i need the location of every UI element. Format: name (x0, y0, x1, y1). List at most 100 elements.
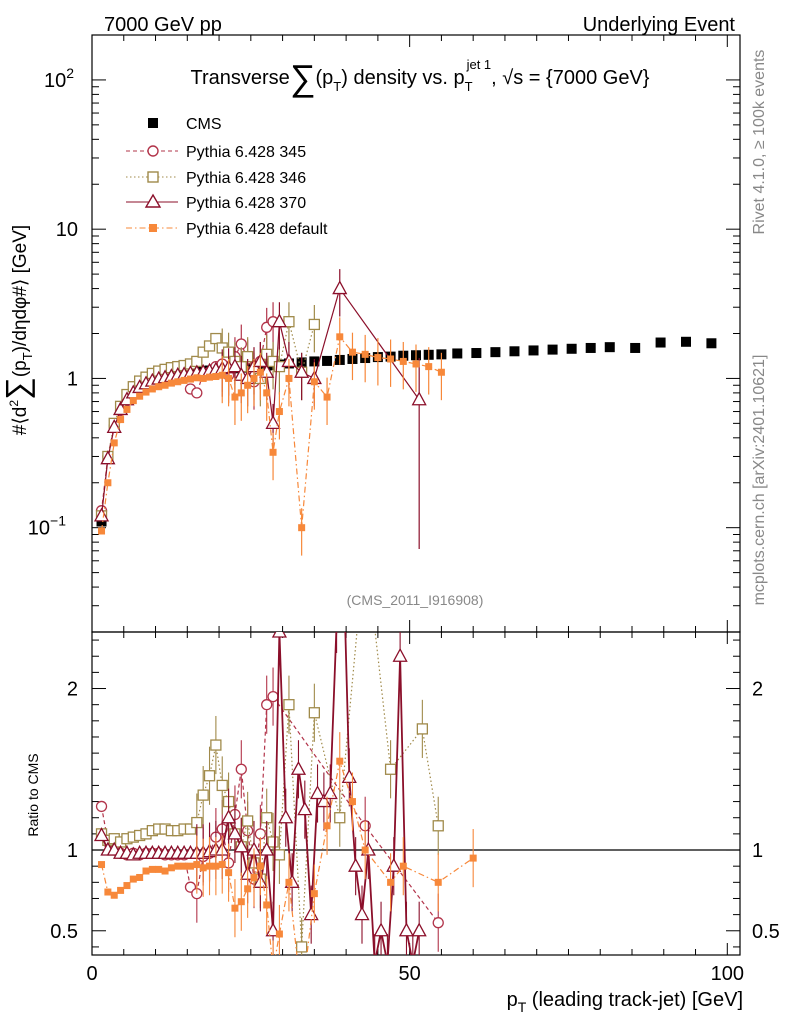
ratio-point-p370 (330, 617, 343, 629)
data-point-pdef (256, 368, 264, 376)
ratio-point-pdef (270, 966, 277, 973)
x-axis-label: pT (leading track-jet) [GeV] (507, 989, 743, 1015)
data-point-pdef (244, 381, 252, 389)
data-point-pdef (285, 374, 293, 382)
data-point-cms (706, 338, 717, 349)
data-point-pdef (174, 378, 182, 386)
ratio-point-p345 (95, 800, 108, 813)
rivet-version-label: Rivet 4.1.0, ≥ 100k events (751, 50, 768, 235)
data-point-pdef (117, 416, 125, 424)
legend-entry-p370: Pythia 6.428 370 (126, 193, 306, 212)
data-point-pdef (412, 360, 420, 368)
ratio-point-pdef (117, 886, 125, 894)
data-point-pdef (263, 389, 271, 397)
ratio-point-pdef (225, 869, 233, 877)
data-point-cms (490, 347, 501, 358)
legend-label-p346: Pythia 6.428 346 (186, 170, 306, 187)
ratio-point-p345 (235, 763, 247, 775)
ratio-point-p370 (392, 647, 408, 662)
legend-entry-p345: Pythia 6.428 345 (126, 144, 306, 161)
data-point-pdef (275, 408, 283, 416)
data-point-p370 (411, 391, 427, 406)
data-point-pdef (98, 527, 106, 535)
ratio-point-pdef (174, 862, 182, 870)
data-point-p370 (93, 507, 110, 522)
data-point-pdef (361, 350, 369, 358)
legend-entry-pdef: Pythia 6.428 default (126, 221, 328, 238)
series-pdef (98, 317, 445, 556)
ratio-y-tick-label-right: 2 (752, 679, 763, 701)
data-point-cms (509, 346, 520, 357)
legend-label-p370: Pythia 6.428 370 (186, 195, 306, 212)
data-point-pdef (104, 479, 112, 487)
main-y-tick-label: 102 (44, 65, 74, 92)
ratio-point-pdef (129, 875, 137, 883)
ratio-point-p370 (373, 922, 389, 937)
data-point-cms (547, 344, 558, 355)
ratio-y-tick-label: 2 (67, 679, 78, 701)
ratio-point-p370 (271, 632, 288, 638)
ratio-plot-frame (91, 631, 741, 956)
data-point-pdef (269, 448, 277, 456)
data-point-p346 (203, 340, 216, 352)
ratio-point-pdef (148, 865, 156, 873)
data-point-pdef (193, 374, 201, 382)
data-point-pdef (180, 376, 188, 384)
ratio-point-pdef (193, 861, 201, 869)
legend-marker-p370 (144, 193, 162, 208)
ratio-point-p370 (354, 906, 370, 921)
data-point-pdef (310, 378, 318, 386)
data-point-pdef (437, 368, 445, 376)
ratio-point-pdef (263, 901, 271, 909)
ratio-point-pdef (161, 867, 169, 875)
ratio-point-p370 (233, 838, 249, 853)
data-point-pdef (218, 371, 226, 379)
chart-title: Transverse∑(pT) density vs. pTjet 1, √s … (191, 57, 650, 98)
ratio-point-pdef (323, 822, 331, 830)
ratio-point-pdef (469, 854, 477, 862)
ratio-point-p346 (197, 789, 209, 801)
data-point-cms (528, 345, 539, 356)
data-point-pdef (374, 354, 382, 362)
ratio-point-pdef (218, 861, 226, 869)
data-point-pdef (387, 355, 395, 363)
ratio-point-p370 (411, 922, 427, 937)
ratio-y-axis-label: Ratio to CMS (25, 753, 41, 836)
data-point-pdef (212, 373, 220, 381)
x-tick-label: 0 (86, 963, 97, 985)
data-point-p346 (197, 346, 209, 358)
ratio-point-p370 (387, 954, 388, 955)
ratio-point-pdef (250, 873, 258, 881)
data-point-pdef (199, 374, 207, 382)
data-point-pdef (298, 524, 306, 532)
ratio-point-pdef (310, 890, 318, 898)
ratio-point-p370 (348, 857, 364, 872)
ratio-point-pdef (104, 888, 112, 896)
data-point-pdef (336, 333, 344, 341)
data-point-pdef (186, 375, 194, 383)
legend-entry-cms: CMS (148, 116, 222, 133)
data-point-pdef (155, 383, 163, 391)
ratio-point-p370 (220, 809, 237, 824)
ratio-point-pdef (212, 862, 220, 870)
ratio-point-p370 (336, 536, 349, 548)
data-point-p370 (294, 363, 310, 378)
ratio-point-pdef (298, 995, 305, 1002)
ratio-point-pdef (399, 862, 407, 870)
header-left: 7000 GeV pp (104, 14, 222, 36)
legend-label-p345: Pythia 6.428 345 (186, 144, 306, 161)
data-point-pdef (123, 405, 131, 413)
data-point-pdef (167, 379, 175, 387)
ratio-series-p370 (93, 536, 427, 955)
ratio-point-p346 (432, 820, 444, 832)
ratio-y-tick-label: 1 (67, 840, 78, 862)
ratio-point-pdef (336, 757, 344, 765)
x-tick-label: 50 (399, 963, 421, 985)
data-point-p370 (106, 419, 122, 434)
mcplots-label: mcplots.cern.ch [arXiv:2401.10621] (751, 355, 768, 606)
ratio-point-pdef (387, 878, 395, 886)
data-point-pdef (142, 388, 150, 396)
data-point-pdef (237, 389, 245, 397)
data-point-p370 (271, 313, 288, 328)
